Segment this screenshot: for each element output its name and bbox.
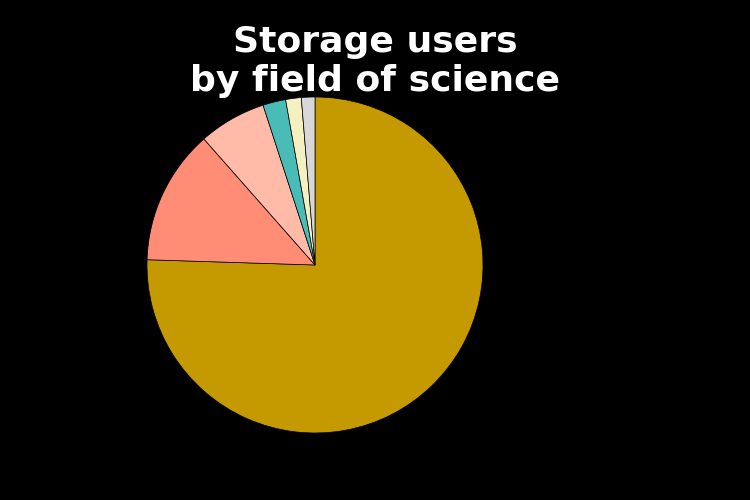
Wedge shape: [286, 98, 315, 265]
Wedge shape: [147, 97, 483, 433]
Text: Storage users
by field of science: Storage users by field of science: [190, 25, 560, 99]
Wedge shape: [147, 139, 315, 265]
Wedge shape: [263, 100, 315, 265]
Wedge shape: [204, 105, 315, 265]
Wedge shape: [302, 97, 315, 265]
